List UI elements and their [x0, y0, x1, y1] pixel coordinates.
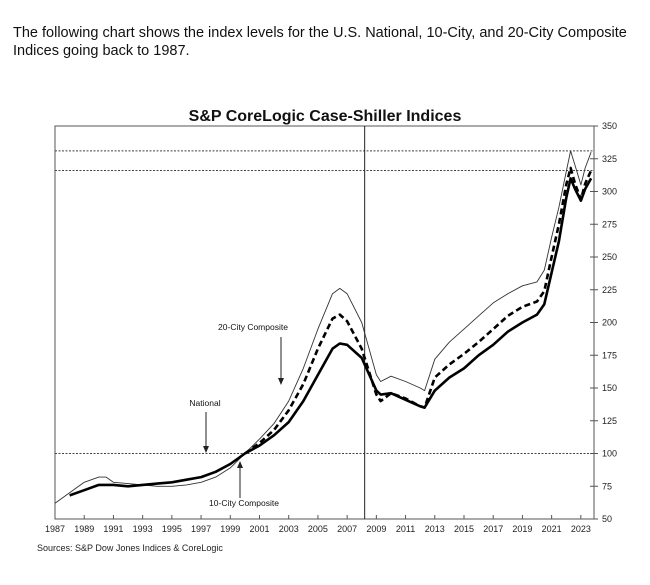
- y-tick-label: 300: [602, 187, 617, 197]
- plot-frame: [54, 125, 595, 520]
- y-tick-label: 325: [602, 154, 617, 164]
- arrowhead-20-city: [278, 378, 284, 385]
- x-tick-label: 2005: [308, 524, 328, 534]
- x-axis: 1987 1989 1991 1993 1995 1997 1999 2001 2003 2005…: [45, 515, 591, 534]
- annotation-national: National: [189, 398, 220, 408]
- x-tick-label: 2015: [454, 524, 474, 534]
- annotation-20-city: 20-City Composite: [218, 322, 288, 332]
- series-10-city-composite: [54, 150, 592, 504]
- intro-text: The following chart shows the index leve…: [13, 25, 627, 59]
- x-tick-label: 1989: [74, 524, 94, 534]
- x-tick-label: 1999: [220, 524, 240, 534]
- y-tick-label: 150: [602, 383, 617, 393]
- chart-title: S&P CoreLogic Case-Shiller Indices: [189, 108, 462, 125]
- x-tick-label: 1993: [133, 524, 153, 534]
- y-tick-label: 75: [602, 481, 612, 491]
- x-tick-label: 2013: [425, 524, 445, 534]
- x-tick-label: 2011: [396, 524, 415, 534]
- arrowhead-national: [203, 446, 209, 453]
- x-tick-label: 2001: [249, 524, 269, 534]
- annotation-10-city: 10-City Composite: [209, 498, 279, 508]
- x-tick-label: 2003: [279, 524, 299, 534]
- x-tick-label: 2023: [571, 524, 591, 534]
- reference-lines: [55, 126, 594, 519]
- y-axis: 50 75 100 125 150 175 200 225 250 275 300 325 350: [590, 121, 617, 524]
- y-tick-label: 225: [602, 285, 617, 295]
- arrowhead-10-city: [237, 461, 243, 468]
- y-tick-label: 275: [602, 219, 617, 229]
- y-tick-label: 200: [602, 318, 617, 328]
- x-tick-label: 1987: [45, 524, 65, 534]
- y-tick-label: 125: [602, 416, 617, 426]
- x-tick-label: 2007: [337, 524, 357, 534]
- y-tick-label: 175: [602, 350, 617, 360]
- y-tick-label: 100: [602, 449, 617, 459]
- y-tick-label: 50: [602, 514, 612, 524]
- source-note: Sources: S&P Dow Jones Indices & CoreLog…: [37, 543, 223, 553]
- y-tick-label: 250: [602, 252, 617, 262]
- x-tick-label: 2021: [542, 524, 562, 534]
- x-tick-label: 1997: [191, 524, 211, 534]
- x-tick-label: 1991: [103, 524, 123, 534]
- x-tick-label: 1995: [162, 524, 182, 534]
- y-tick-label: 350: [602, 121, 617, 131]
- series-lines: [54, 150, 593, 504]
- x-tick-label: 2009: [366, 524, 386, 534]
- series-national: [69, 177, 593, 497]
- x-tick-label: 2017: [483, 524, 503, 534]
- x-tick-label: 2019: [512, 524, 532, 534]
